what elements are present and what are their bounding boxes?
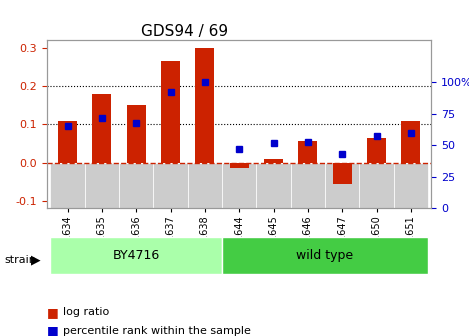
Bar	[291, 163, 325, 208]
Text: strain: strain	[5, 255, 37, 265]
Bar	[161, 61, 180, 163]
Text: ■: ■	[47, 306, 59, 319]
Bar	[119, 163, 153, 208]
Text: percentile rank within the sample: percentile rank within the sample	[63, 326, 251, 336]
Bar	[92, 94, 111, 163]
Bar	[50, 237, 222, 274]
Text: BY4716: BY4716	[113, 249, 160, 262]
Bar	[222, 163, 257, 208]
Bar	[333, 163, 352, 183]
Bar	[393, 163, 428, 208]
Bar	[230, 163, 249, 168]
Text: log ratio: log ratio	[63, 307, 110, 318]
Bar	[257, 163, 291, 208]
Bar	[127, 105, 145, 163]
Bar	[359, 163, 393, 208]
Bar	[153, 163, 188, 208]
Text: wild type: wild type	[296, 249, 354, 262]
Bar	[401, 121, 420, 163]
Text: GDS94 / 69: GDS94 / 69	[141, 24, 228, 39]
Text: ▶: ▶	[30, 254, 40, 267]
Bar	[367, 138, 386, 163]
Bar	[298, 141, 318, 163]
Bar	[50, 163, 85, 208]
Bar	[85, 163, 119, 208]
Bar	[222, 237, 428, 274]
Text: ■: ■	[47, 325, 59, 336]
Bar	[325, 163, 359, 208]
Bar	[264, 159, 283, 163]
Bar	[188, 163, 222, 208]
Bar	[58, 121, 77, 163]
Bar	[196, 48, 214, 163]
